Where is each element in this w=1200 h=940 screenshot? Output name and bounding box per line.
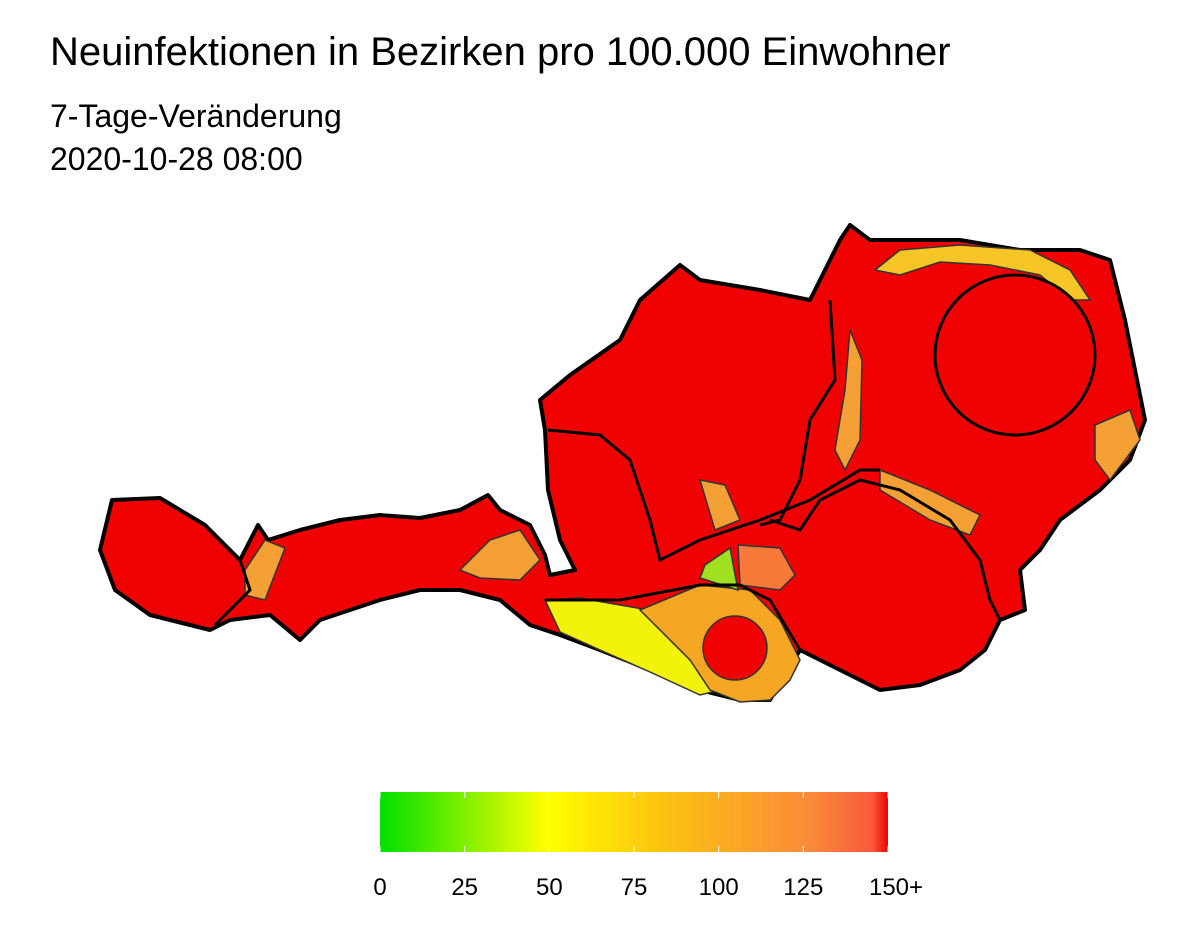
region-red [702, 615, 768, 681]
legend-tick-label: 25 [451, 874, 478, 901]
legend-tick-label: 50 [536, 874, 563, 901]
state-border [769, 478, 1002, 621]
state-border [545, 583, 802, 651]
region-yellow-orange [873, 244, 1092, 301]
legend-tick-label: 125 [783, 874, 823, 901]
cartogram [98, 223, 1147, 703]
region-orange [698, 479, 741, 532]
legend-colorbar [380, 792, 888, 852]
vienna [933, 273, 1097, 437]
legend-tick-label: 0 [373, 874, 386, 901]
austria-outline [98, 223, 1147, 702]
region-orange [244, 539, 286, 601]
region-orange [1094, 408, 1141, 482]
legend-ticks: 0 25 50 75 100 125 150+ [373, 792, 923, 901]
legend-tick-label: 150+ [869, 874, 923, 901]
subtitle: 7-Tage-Veränderung [50, 98, 342, 134]
region-orange [879, 468, 982, 536]
region-orange [737, 544, 796, 591]
state-border [213, 559, 252, 627]
state-border [547, 428, 880, 563]
region-orange [834, 329, 863, 472]
legend-tick-label: 75 [621, 874, 648, 901]
legend-tick-label: 100 [699, 874, 739, 901]
date: 2020-10-28 08:00 [50, 141, 303, 177]
title: Neuinfektionen in Bezirken pro 100.000 E… [50, 30, 951, 74]
region-orange [458, 529, 541, 581]
region-green [699, 546, 739, 592]
